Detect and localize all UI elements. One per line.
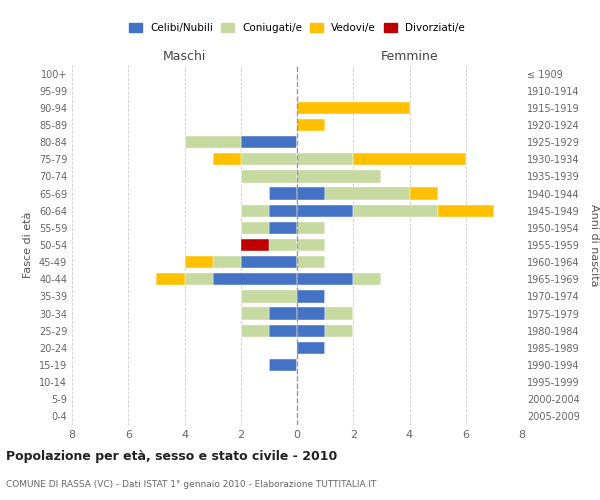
Bar (297, 342, 325, 354)
Bar (297, 222, 325, 234)
Bar (241, 222, 269, 234)
Bar (325, 324, 353, 337)
Bar (269, 204, 297, 217)
Bar (297, 256, 325, 268)
Bar (269, 359, 297, 371)
Bar (297, 204, 353, 217)
Bar (353, 273, 382, 285)
Text: Popolazione per età, sesso e stato civile - 2010: Popolazione per età, sesso e stato civil… (6, 450, 337, 463)
Bar (241, 239, 269, 251)
Text: Femmine: Femmine (380, 50, 439, 64)
Y-axis label: Anni di nascita: Anni di nascita (589, 204, 599, 286)
Bar (241, 324, 269, 337)
Bar (297, 273, 353, 285)
Bar (297, 290, 325, 302)
Bar (241, 153, 297, 166)
Legend: Celibi/Nubili, Coniugati/e, Vedovi/e, Divorziati/e: Celibi/Nubili, Coniugati/e, Vedovi/e, Di… (126, 20, 468, 36)
Bar (297, 324, 325, 337)
Text: COMUNE DI RASSA (VC) - Dati ISTAT 1° gennaio 2010 - Elaborazione TUTTITALIA.IT: COMUNE DI RASSA (VC) - Dati ISTAT 1° gen… (6, 480, 376, 489)
Bar (409, 188, 437, 200)
Bar (297, 308, 325, 320)
Bar (297, 188, 325, 200)
Y-axis label: Fasce di età: Fasce di età (23, 212, 33, 278)
Bar (297, 239, 325, 251)
Bar (297, 102, 409, 114)
Bar (212, 153, 241, 166)
Bar (241, 308, 269, 320)
Bar (212, 256, 241, 268)
Bar (353, 204, 437, 217)
Text: Maschi: Maschi (163, 50, 206, 64)
Bar (241, 256, 297, 268)
Bar (437, 204, 494, 217)
Bar (353, 153, 466, 166)
Bar (325, 308, 353, 320)
Bar (185, 256, 212, 268)
Bar (241, 136, 297, 148)
Bar (241, 290, 297, 302)
Bar (297, 119, 325, 131)
Bar (269, 239, 297, 251)
Bar (241, 204, 269, 217)
Bar (157, 273, 185, 285)
Bar (269, 308, 297, 320)
Bar (297, 170, 382, 182)
Bar (185, 136, 241, 148)
Bar (269, 324, 297, 337)
Bar (241, 170, 297, 182)
Bar (297, 153, 353, 166)
Bar (212, 273, 297, 285)
Bar (185, 273, 212, 285)
Bar (269, 188, 297, 200)
Bar (269, 222, 297, 234)
Bar (325, 188, 409, 200)
